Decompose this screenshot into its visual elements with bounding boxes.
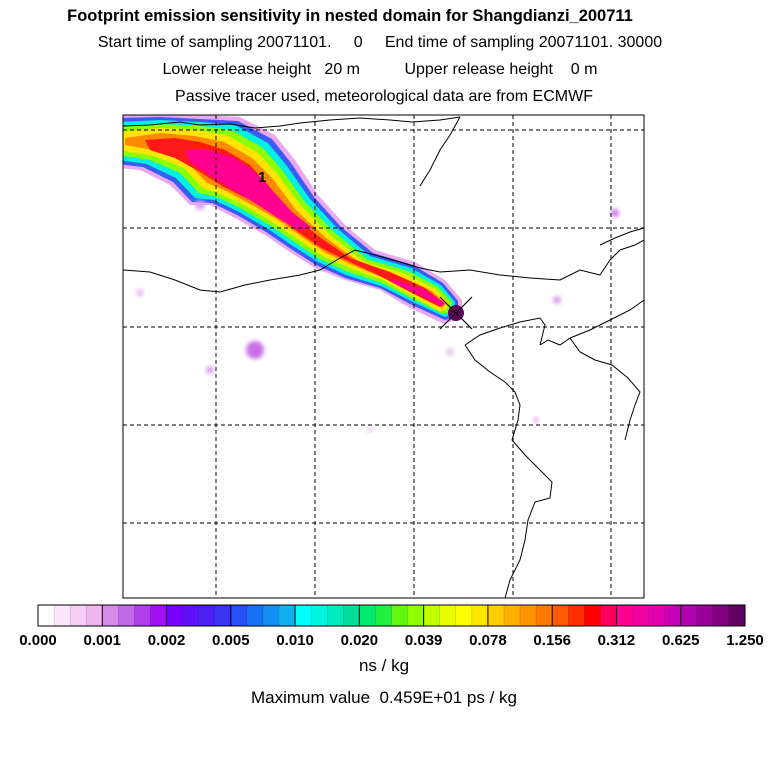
colorbar-cell: [520, 605, 537, 626]
colorbar-tick-label: 0.039: [405, 632, 443, 649]
colorbar-tick-label: 0.312: [598, 632, 636, 649]
colorbar-cell: [166, 605, 183, 626]
colorbar-cell: [295, 605, 312, 626]
plume-spot-1: [246, 341, 264, 359]
station-marker: [439, 296, 473, 330]
colorbar-cell: [680, 605, 698, 626]
colorbar-tick-label: 0.005: [212, 632, 250, 649]
colorbar: [37, 604, 746, 627]
colorbar-tick-label: 0.078: [469, 632, 507, 649]
colorbar-tick-label: 0.001: [83, 632, 121, 649]
colorbar-tick-label: 0.002: [148, 632, 186, 649]
colorbar-cell: [568, 605, 585, 626]
colorbar-tick-label: 1.250: [726, 632, 764, 649]
sampling-times: Start time of sampling 20071101. 0 End t…: [0, 34, 760, 52]
colorbar-cell: [584, 605, 601, 626]
plume-spot-2: [206, 366, 214, 374]
plume-spot-9: [195, 200, 205, 210]
map-boundaries: [123, 116, 644, 598]
colorbar-cell: [439, 605, 457, 626]
plume-spot-7: [533, 417, 539, 423]
end-value: 20071101. 30000: [538, 34, 663, 51]
emission-plume: [123, 115, 619, 433]
colorbar-cell: [664, 605, 682, 626]
colorbar-cell: [503, 605, 521, 626]
tracer-note: Passive tracer used, meteorological data…: [175, 88, 593, 105]
colorbar-tick-label: 0.625: [662, 632, 700, 649]
colorbar-cell: [648, 605, 665, 626]
start-label: Start time of sampling: [97, 34, 253, 51]
colorbar-cell: [214, 605, 232, 626]
max-value: Maximum value 0.459E+01 ps / kg: [251, 688, 517, 707]
colorbar-cell: [38, 605, 55, 626]
colorbar-cell: [728, 605, 746, 626]
colorbar-cell: [552, 605, 569, 626]
plume-spot-3: [136, 289, 144, 297]
upper-value: 0 m: [570, 61, 598, 78]
gridlines: [123, 115, 644, 598]
map-area: 1: [123, 115, 644, 598]
colorbar-cell: [600, 605, 617, 626]
colorbar-cell: [407, 605, 424, 626]
colorbar-cell: [423, 605, 441, 626]
chart-title: Footprint emission sensitivity in nested…: [67, 7, 633, 25]
colorbar-cell: [279, 605, 296, 626]
colorbar-cell: [375, 605, 392, 626]
colorbar-cell: [134, 605, 151, 626]
map-label: 1: [258, 169, 266, 186]
colorbar-cell: [311, 605, 328, 626]
colorbar-tick-label: 0.010: [276, 632, 314, 649]
colorbar-cell: [262, 605, 280, 626]
colorbar-cell: [455, 605, 473, 626]
colorbar-cell: [696, 605, 714, 626]
map-frame: [122, 114, 645, 599]
plume-spot-4: [611, 209, 619, 217]
colorbar-cell: [536, 605, 553, 626]
colorbar-unit: ns / kg: [358, 656, 410, 675]
plume-spot-5: [553, 296, 561, 304]
upper-label: Upper release height: [404, 61, 553, 78]
colorbar-cell: [102, 605, 119, 626]
colorbar-cell: [86, 605, 103, 626]
plume-layer-pink-tail: [390, 278, 445, 306]
colorbar-cell: [487, 605, 505, 626]
colorbar-cell: [359, 605, 376, 626]
colorbar-cell: [327, 605, 344, 626]
colorbar-cell: [471, 605, 489, 626]
colorbar-cell: [182, 605, 199, 626]
colorbar-cell: [246, 605, 264, 626]
colorbar-cell: [150, 605, 167, 626]
end-label: End time of sampling: [384, 34, 535, 51]
colorbar-tick-label: 0.156: [533, 632, 571, 649]
colorbar-labels: 0.000 0.001 0.002 0.005 0.010 0.020 0.039 0.078…: [19, 632, 764, 649]
colorbar-cell: [54, 605, 71, 626]
colorbar-tick-label: 0.000: [19, 632, 57, 649]
plume-layer-pink: [185, 150, 312, 230]
colorbar-cell: [391, 605, 408, 626]
lower-label: Lower release height: [162, 61, 312, 78]
colorbar-cell: [118, 605, 135, 626]
start-value: 20071101. 0: [257, 34, 363, 51]
colorbar-cell: [616, 605, 633, 626]
colorbar-cell: [343, 605, 360, 626]
lower-value: 20 m: [324, 61, 360, 78]
colorbar-cell: [198, 605, 216, 626]
plume-spot-6: [446, 348, 454, 356]
colorbar-cell: [712, 605, 730, 626]
colorbar-frame: [37, 604, 746, 627]
plume-spot-8: [367, 427, 373, 433]
colorbar-cell: [70, 605, 87, 626]
colorbar-cell: [632, 605, 649, 626]
colorbar-tick-label: 0.020: [341, 632, 379, 649]
colorbar-cell: [230, 605, 248, 626]
release-heights: Lower release height 20 m Upper release …: [0, 61, 760, 79]
